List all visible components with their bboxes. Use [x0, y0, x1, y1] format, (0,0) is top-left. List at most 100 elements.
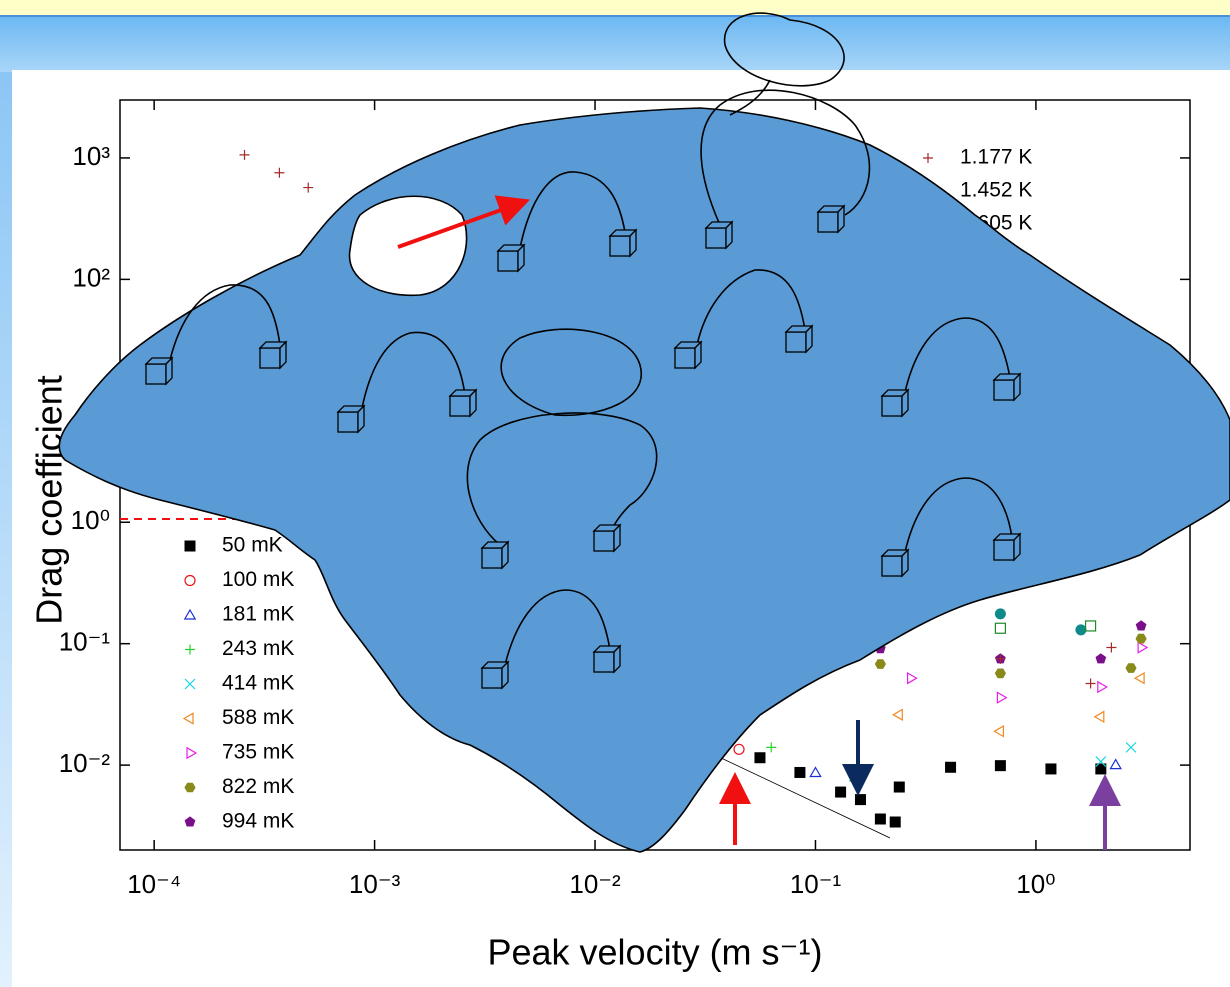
data-point — [889, 816, 901, 828]
data-point — [874, 813, 886, 825]
legend-marker — [182, 712, 194, 725]
loop — [500, 328, 643, 417]
cube — [259, 341, 287, 369]
y-tick-label: 10⁻¹ — [59, 627, 111, 657]
x-axis-title: Peak velocity (m s⁻¹) — [487, 932, 822, 973]
cube — [674, 341, 702, 369]
cube — [337, 405, 365, 433]
cube — [785, 325, 813, 353]
data-point — [994, 760, 1006, 772]
cube — [481, 661, 509, 689]
data-point — [1137, 641, 1149, 654]
data-point — [794, 766, 806, 778]
cube — [497, 244, 525, 272]
x-tick-label: 10⁻¹ — [790, 869, 842, 899]
data-point — [995, 653, 1006, 664]
legend-label: 181 mK — [222, 603, 294, 626]
connector — [361, 331, 466, 409]
data-point — [1095, 653, 1107, 664]
data-point — [1135, 620, 1147, 631]
legend-label: 414 mK — [222, 672, 294, 695]
data-point — [1097, 680, 1108, 694]
cube — [481, 541, 509, 569]
cube — [593, 645, 621, 673]
header-band — [0, 17, 1230, 72]
legend-label: 100 mK — [222, 568, 294, 591]
data-point — [892, 708, 903, 721]
data-point — [893, 781, 905, 793]
legend-label: 588 mK — [222, 706, 294, 729]
legend-label: 735 mK — [222, 741, 294, 764]
connector — [504, 589, 611, 666]
data-point — [1125, 663, 1137, 673]
y-axis-title: Drag coefficient — [29, 375, 70, 624]
data-point — [1075, 624, 1087, 636]
data-point — [1095, 763, 1107, 775]
side-band — [0, 72, 12, 987]
data-point — [1133, 671, 1145, 685]
data-point — [274, 167, 285, 178]
y-tick-label: 10² — [72, 262, 110, 292]
data-point — [754, 752, 766, 764]
data-point — [1106, 642, 1117, 653]
y-tick-label: 10⁰ — [71, 505, 110, 535]
loop — [723, 12, 845, 87]
legend-label: 1.177 K — [960, 146, 1032, 169]
legend-marker — [185, 644, 195, 655]
cube — [817, 205, 845, 233]
legend-marker — [184, 816, 196, 827]
data-point — [1109, 758, 1122, 770]
cube — [609, 229, 637, 257]
y-tick-label: 10³ — [72, 141, 110, 171]
x-tick-label: 10⁻⁴ — [127, 869, 181, 899]
cube — [993, 533, 1021, 561]
data-point — [1095, 756, 1107, 767]
legend-label: 50 mK — [222, 534, 283, 557]
cube — [593, 524, 621, 552]
fit-line — [699, 747, 891, 839]
cube — [145, 357, 173, 385]
legend-label: 994 mK — [222, 810, 294, 833]
data-point — [303, 182, 314, 193]
data-point — [1125, 741, 1137, 753]
data-point — [994, 608, 1006, 620]
connector — [729, 79, 771, 116]
data-point — [874, 659, 886, 669]
overlay-shape — [58, 12, 1230, 853]
data-point — [766, 742, 777, 753]
data-point — [945, 761, 957, 773]
top-band — [0, 0, 1230, 16]
connector — [466, 412, 658, 546]
data-point — [1093, 710, 1105, 724]
legend-marker — [923, 153, 933, 163]
x-tick-label: 10⁻³ — [349, 869, 401, 899]
data-point — [809, 766, 822, 778]
legend-marker — [184, 782, 196, 793]
legend-marker — [184, 574, 196, 587]
data-point — [996, 691, 1008, 704]
legend-marker — [184, 678, 196, 690]
plot: Peak velocity (m s⁻¹) Drag coefficient 1… — [29, 99, 1191, 973]
data-point — [239, 149, 250, 160]
legend-label: 822 mK — [222, 775, 294, 798]
data-point — [1135, 633, 1147, 644]
connector — [519, 171, 626, 249]
data-point — [1084, 620, 1097, 632]
cube — [705, 221, 733, 249]
cube — [449, 389, 477, 417]
x-tick-label: 10⁻² — [569, 869, 621, 899]
legend-label: 243 mK — [222, 637, 294, 660]
arrow — [397, 195, 531, 249]
legend-marker — [184, 540, 196, 552]
data-point — [1085, 678, 1096, 689]
data-point — [994, 668, 1006, 679]
x-tick-label: 10⁰ — [1016, 869, 1055, 899]
data-point — [854, 794, 866, 806]
connector — [904, 477, 1013, 553]
data-point — [835, 786, 847, 798]
legend-marker — [183, 608, 197, 620]
legend-marker — [186, 746, 198, 760]
cube — [993, 373, 1021, 401]
